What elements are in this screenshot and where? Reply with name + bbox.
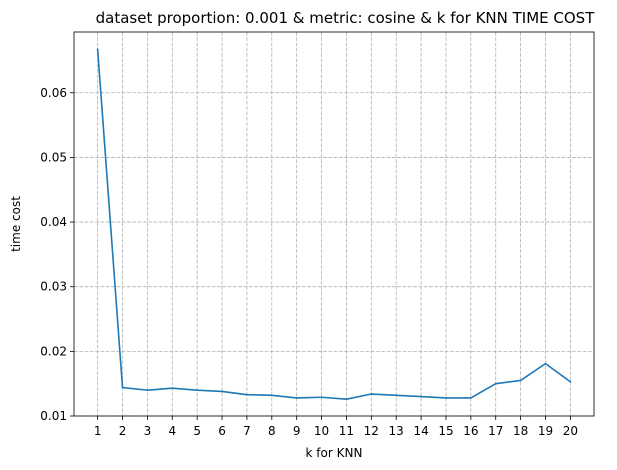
data-point (196, 389, 199, 392)
x-tick-label: 5 (193, 424, 201, 438)
x-tick-label: 4 (168, 424, 176, 438)
x-tick-label: 13 (389, 424, 404, 438)
series-line (96, 48, 572, 400)
data-point (295, 396, 298, 399)
x-axis-ticks: 1 2 3 4 5 6 7 8 9 10 11 12 13 14 15 16 17 18 19 20 (94, 416, 578, 438)
data-point (221, 390, 223, 393)
grid (74, 32, 594, 417)
data-point (544, 362, 547, 365)
data-point (171, 387, 174, 390)
x-tick-label: 14 (413, 424, 428, 438)
x-tick-label: 2 (119, 424, 127, 438)
data-point (146, 389, 149, 392)
chart-title: dataset proportion: 0.001 & metric: cosi… (96, 9, 596, 27)
x-tick-label: 15 (438, 424, 453, 438)
y-tick-label: 0.06 (40, 86, 67, 100)
data-point (320, 396, 323, 399)
x-tick-label: 12 (364, 424, 379, 438)
x-tick-label: 3 (144, 424, 152, 438)
data-point (420, 395, 422, 398)
x-axis-label: k for KNN (306, 446, 363, 460)
data-point (121, 386, 124, 389)
plot-frame (73, 31, 595, 417)
x-tick-label: 10 (314, 424, 329, 438)
y-tick-label: 0.05 (40, 150, 67, 164)
x-tick-label: 1 (94, 424, 102, 438)
data-point (395, 394, 398, 397)
data-point (519, 379, 522, 382)
x-tick-label: 17 (488, 424, 503, 438)
x-tick-label: 16 (463, 424, 478, 438)
data-point (445, 396, 447, 399)
data-point (569, 380, 572, 383)
x-tick-label: 7 (243, 424, 251, 438)
series-line-layer (96, 48, 572, 401)
data-point (246, 393, 248, 396)
x-tick-label: 20 (563, 424, 578, 438)
y-axis-ticks: 0.01 0.02 0.03 0.04 0.05 0.06 (40, 86, 74, 423)
data-point (96, 48, 99, 51)
x-tick-label: 11 (339, 424, 354, 438)
y-tick-label: 0.02 (40, 344, 67, 358)
data-point (370, 393, 373, 395)
y-tick-label: 0.01 (40, 409, 67, 423)
x-tick-label: 19 (538, 424, 553, 438)
data-point (494, 382, 497, 385)
data-point (469, 396, 472, 399)
y-axis-label: time cost (9, 196, 23, 252)
data-point (270, 394, 273, 397)
x-tick-label: 9 (293, 424, 301, 438)
data-point (345, 398, 348, 401)
x-tick-label: 6 (218, 424, 226, 438)
y-tick-label: 0.03 (40, 280, 67, 294)
x-tick-label: 18 (513, 424, 528, 438)
y-tick-label: 0.04 (40, 215, 67, 229)
x-tick-label: 8 (268, 424, 276, 438)
